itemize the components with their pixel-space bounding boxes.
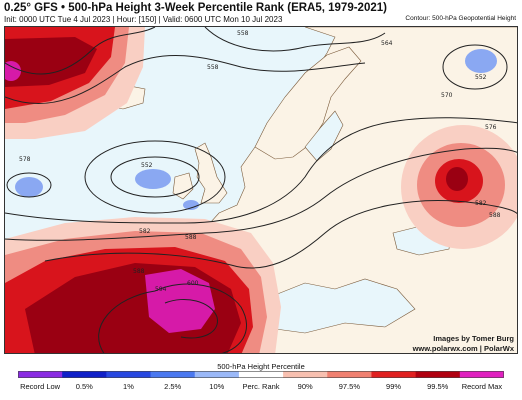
contour-labels: 558 564 552 570 576 558 552 578 582 588 … [19,30,501,293]
contour-description: Contour: 500-hPa Geopotential Height [405,15,516,22]
legend-title: 500-hPa Height Percentile [217,362,305,371]
map-panel: 558 564 552 570 576 558 552 578 582 588 … [4,26,518,354]
land-scandinavia [254,46,362,160]
colorbar-segment [238,371,284,378]
map-subtitle: Init: 0000 UTC Tue 4 Jul 2023 | Hour: [1… [4,15,283,24]
contour-label-13: 600 [187,280,199,287]
contour-label-8: 578 [19,156,31,163]
colorbar-segment [371,371,417,378]
contour-label-1: 558 [237,30,249,37]
contour-label-4: 570 [441,92,453,99]
credit-website: www.polarwx.com | PolarWx [412,344,514,353]
contour-label-10: 588 [185,234,197,241]
contour-label-6: 558 [207,64,219,71]
legend-tick: 90% [297,382,313,391]
colorbar-outline [18,371,504,378]
contour-label-9: 582 [139,228,151,235]
legend-tick: 99% [386,382,402,391]
legend-tick: 99.5% [427,382,449,391]
land-ireland [172,172,194,200]
contour-label-3: 552 [475,74,487,81]
legend-tick: 10% [209,382,225,391]
colorbar-segment [327,371,372,378]
contour-label-12: 594 [155,286,167,293]
map-title: 0.25° GFS • 500-hPa Height 3-Week Percen… [4,2,387,14]
legend-tick: 97.5% [338,382,360,391]
anomaly-northwest [5,27,145,139]
land-britain [194,142,228,204]
contour-label-14: 582 [475,200,487,207]
colorbar-segment [106,371,152,378]
contour-label-15: 588 [489,212,501,219]
colorbar-segment [194,371,240,378]
contour-label-2: 564 [381,40,393,47]
legend-tick: 0.5% [75,382,93,391]
colorbar-segment [283,371,328,378]
colorbar-segment [459,371,504,378]
legend-ticks: Record Low 0.5% 1% 2.5% 10% Perc. Rank 9… [0,382,522,394]
legend-tick: Perc. Rank [242,382,280,391]
colorbar-segment [150,371,196,378]
legend-tick: 1% [123,382,134,391]
contour-label-7: 552 [141,162,153,169]
colorbar-segment [415,371,461,378]
colorbar-segment [18,371,63,378]
anomaly-east [401,125,517,249]
legend-tick: Record Max [461,382,503,391]
anomaly-southwest [5,217,281,353]
legend-tick: 2.5% [164,382,182,391]
legend-tick: Record Low [20,382,61,391]
anomaly-lows [15,49,497,210]
map-canvas: 558 564 552 570 576 558 552 578 582 588 … [5,27,517,353]
height-contours [5,27,517,353]
contour-label-5: 576 [485,124,497,131]
contour-label-11: 588 [133,268,145,275]
legend-colorbar [18,371,504,378]
colorbar-segment [62,371,107,378]
credit-author: Images by Tomer Burg [433,334,514,343]
